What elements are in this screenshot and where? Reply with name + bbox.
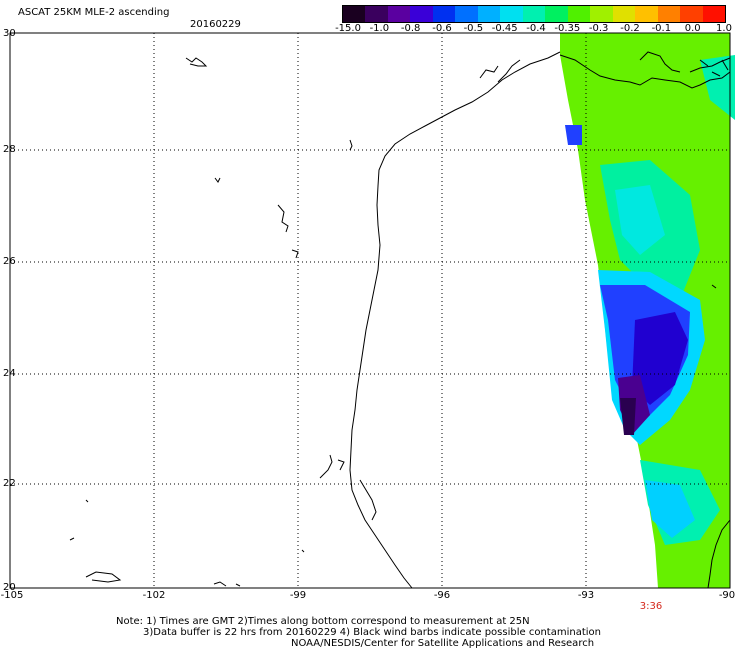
note-line-2: 3)Data buffer is 22 hrs from 20160229 4)… xyxy=(143,627,601,638)
colorbar-label: 0.0 xyxy=(684,23,701,34)
latitude-label: 22 xyxy=(3,478,16,489)
colorbar-swatch xyxy=(635,6,658,22)
latitude-label: 28 xyxy=(3,144,16,155)
map-title: ASCAT 25KM MLE-2 ascending xyxy=(18,7,170,18)
colorbar-swatch xyxy=(455,6,478,22)
latitude-label: 24 xyxy=(3,368,16,379)
colorbar-swatch xyxy=(567,6,591,22)
colorbar-swatch xyxy=(432,6,456,22)
map-frame xyxy=(9,32,731,589)
colorbar-label: -1.0 xyxy=(369,23,390,34)
colorbar-label: -0.4 xyxy=(526,23,546,34)
colorbar-swatch xyxy=(702,6,725,22)
longitude-label: -96 xyxy=(433,590,451,601)
colorbar-label: -0.2 xyxy=(620,23,640,34)
colorbar-swatch xyxy=(657,6,681,22)
colorbar-swatch xyxy=(343,6,366,22)
colorbar-swatch xyxy=(590,6,613,22)
data-swath xyxy=(560,33,735,588)
colorbar-swatch xyxy=(365,6,388,22)
colorbar-label: -0.35 xyxy=(554,23,581,34)
colorbar-label: -0.6 xyxy=(432,23,452,34)
colorbar-swatch xyxy=(612,6,636,22)
colorbar-swatch xyxy=(500,6,523,22)
latitude-label: 30 xyxy=(3,28,16,39)
latitude-label: 26 xyxy=(3,256,16,267)
note-line-1: Note: 1) Times are GMT 2)Times along bot… xyxy=(116,616,530,627)
colorbar-label: -15.0 xyxy=(335,23,361,34)
colorbar-swatch xyxy=(522,6,546,22)
longitude-label: -90 xyxy=(718,590,736,601)
colorbar-swatch xyxy=(387,6,411,22)
note-line-3: NOAA/NESDIS/Center for Satellite Applica… xyxy=(291,638,595,649)
latitude-label: 20 xyxy=(3,582,16,593)
longitude-label: -102 xyxy=(142,590,166,601)
colorbar-label: -0.3 xyxy=(588,23,609,34)
longitude-label: -99 xyxy=(289,590,307,601)
contamination-marks xyxy=(699,59,729,77)
colorbar-label: -0.8 xyxy=(400,23,421,34)
colorbar xyxy=(342,5,726,23)
longitude-label: -105 xyxy=(0,590,24,601)
colorbar-swatch xyxy=(477,6,501,22)
colorbar-label: -0.45 xyxy=(491,23,518,34)
map-date: 20160229 xyxy=(190,19,241,30)
colorbar-label: -0.5 xyxy=(463,23,484,34)
colorbar-label: 1.0 xyxy=(716,23,732,34)
inland-water xyxy=(69,57,717,587)
colorbar-swatch xyxy=(545,6,568,22)
colorbar-label: -0.1 xyxy=(651,23,672,34)
colorbar-swatch xyxy=(410,6,433,22)
coastline xyxy=(349,51,731,589)
colorbar-swatch xyxy=(680,6,703,22)
swath-time-label: 3:36 xyxy=(639,601,663,612)
gridlines xyxy=(10,33,730,588)
longitude-label: -93 xyxy=(577,590,595,601)
